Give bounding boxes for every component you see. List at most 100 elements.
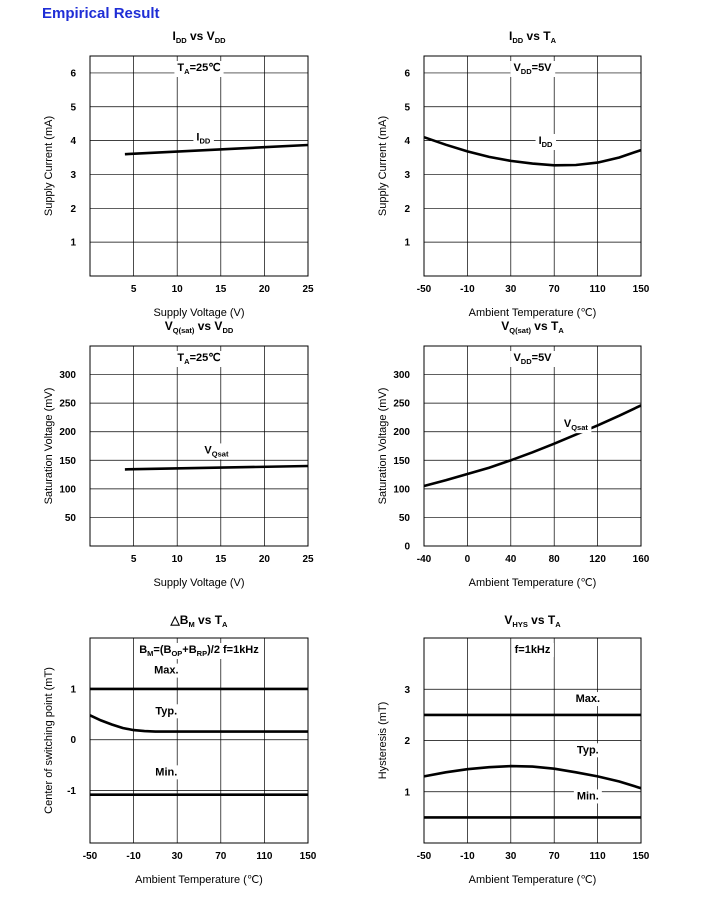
series-label: IDD [539, 135, 553, 149]
condition-label: f=1kHz [515, 644, 551, 656]
series-label-background [152, 704, 181, 719]
x-tick-label: 30 [172, 851, 184, 862]
y-tick-label: 6 [404, 68, 410, 79]
x-axis-label: Supply Voltage (V) [153, 577, 244, 589]
series-label-background [201, 443, 232, 460]
chart-vqsat-vs-vdd: VQ(sat) vs VDD 5 10 15 20 25 50 100 150 200 250 300… [0, 312, 352, 602]
x-tick-label: 110 [590, 284, 607, 295]
series-label-background [573, 789, 602, 804]
y-axis-label: Supply Current (mA) [43, 116, 55, 216]
series-label: IDD [196, 132, 210, 146]
series-label: Typ. [577, 744, 599, 756]
y-tick-label: 250 [59, 399, 76, 410]
x-axis-label: Ambient Temperature (℃) [469, 874, 597, 886]
x-tick-label: 30 [505, 284, 517, 295]
x-tick-label: -10 [126, 851, 141, 862]
series-label: VQsat [204, 444, 229, 458]
y-tick-label: 6 [70, 68, 76, 79]
x-axis-label: Ambient Temperature (℃) [469, 307, 597, 319]
series-label-background [560, 417, 592, 434]
x-tick-label: 15 [215, 554, 227, 565]
series-label-background [193, 130, 214, 147]
y-axis-label: Saturation Voltage (mV) [377, 388, 389, 505]
x-tick-label: 20 [259, 284, 271, 295]
y-tick-label: 5 [70, 102, 76, 113]
x-tick-label: 30 [505, 851, 517, 862]
x-tick-label: 25 [302, 284, 314, 295]
series-label-background [151, 663, 182, 678]
x-tick-label: 15 [215, 284, 227, 295]
y-tick-label: 50 [65, 513, 77, 524]
y-tick-label: 2 [404, 204, 410, 215]
y-tick-label: 150 [59, 456, 76, 467]
y-tick-label: 1 [70, 238, 76, 249]
y-axis-label: Saturation Voltage (mV) [43, 388, 55, 505]
y-tick-label: 100 [393, 484, 410, 495]
x-tick-label: 70 [215, 851, 227, 862]
x-tick-label: 70 [549, 284, 561, 295]
series-line [124, 464, 309, 471]
y-tick-label: 3 [404, 685, 410, 696]
condition-label-background [510, 351, 556, 367]
y-tick-label: 4 [70, 136, 76, 147]
series-label: Min. [155, 766, 177, 778]
x-axis-label: Supply Voltage (V) [153, 307, 244, 319]
x-tick-label: 10 [172, 284, 184, 295]
condition-label-background [174, 351, 224, 367]
plot-frame [423, 345, 642, 547]
chart-title: VQ(sat) vs VDD [165, 319, 234, 335]
series-label-background [152, 765, 181, 780]
y-tick-label: 1 [404, 238, 410, 249]
series-line [423, 135, 642, 167]
y-tick-label: 0 [404, 542, 410, 553]
y-tick-label: -1 [67, 786, 76, 797]
x-tick-label: -10 [460, 284, 475, 295]
series-line [124, 143, 309, 156]
series-label: Min. [577, 790, 599, 802]
y-tick-label: 200 [59, 427, 76, 438]
x-tick-label: 20 [259, 554, 271, 565]
y-tick-label: 150 [393, 456, 410, 467]
series-label: VQsat [564, 418, 589, 432]
y-axis-label: Hysteresis (mT) [377, 702, 389, 780]
x-tick-label: -50 [417, 851, 432, 862]
condition-label-background [136, 643, 263, 659]
x-tick-label: 25 [302, 554, 314, 565]
plot-frame [89, 345, 309, 547]
series-label-background [535, 134, 557, 150]
series-line [423, 404, 642, 488]
chart-title: IDD vs VDD [172, 29, 226, 45]
x-tick-label: 80 [549, 554, 561, 565]
x-tick-label: 5 [131, 284, 137, 295]
condition-label: VDD=5V [513, 352, 552, 366]
chart-title: VHYS vs TA [504, 613, 561, 629]
y-tick-label: 4 [404, 136, 410, 147]
y-tick-label: 0 [70, 735, 76, 746]
condition-label-background [510, 61, 556, 77]
condition-label: VDD=5V [513, 62, 552, 76]
x-tick-label: 0 [465, 554, 471, 565]
y-tick-label: 2 [70, 204, 76, 215]
x-tick-label: 150 [300, 851, 317, 862]
page-heading: Empirical Result [42, 5, 160, 22]
x-axis-label: Ambient Temperature (℃) [135, 874, 263, 886]
y-axis-label: Supply Current (mA) [377, 116, 389, 216]
y-tick-label: 1 [70, 684, 76, 695]
x-axis-label: Ambient Temperature (℃) [469, 577, 597, 589]
y-tick-label: 250 [393, 399, 410, 410]
y-tick-label: 3 [404, 170, 410, 181]
x-tick-label: -50 [417, 284, 432, 295]
plot-frame [89, 637, 309, 844]
series-label-background [572, 692, 604, 707]
x-tick-label: 120 [589, 554, 606, 565]
series-line [423, 764, 642, 790]
y-tick-label: 300 [393, 370, 410, 381]
series-line [89, 714, 308, 733]
plot-frame [423, 55, 642, 277]
x-tick-label: 110 [590, 851, 607, 862]
chart-idd-vs-vdd-svg: IDD vs VDD 5 10 15 20 25 1 2 3 4 5 6 Supply Voltage … [43, 29, 314, 319]
chart-vqsat-vs-vdd-svg: VQ(sat) vs VDD 5 10 15 20 25 50 100 150 200 250 300… [43, 319, 314, 589]
chart-vqsat-vs-ta-svg: VQ(sat) vs TA -40 0 40 80 120 160 0 50 100 150 200 2… [377, 319, 650, 589]
y-tick-label: 1 [404, 787, 410, 798]
